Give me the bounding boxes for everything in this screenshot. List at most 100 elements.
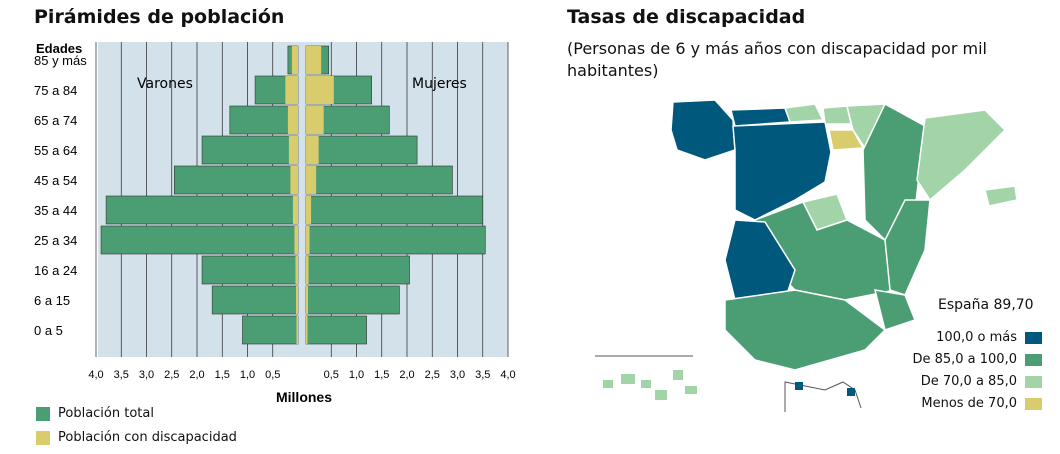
region-pais-vasco — [822, 105, 852, 125]
age-category-label: 65 a 74 — [34, 113, 77, 128]
bar-disc-male — [285, 76, 298, 104]
age-category-label: 55 a 64 — [34, 143, 77, 158]
map-legend-swatch — [1025, 397, 1042, 410]
bar-disc-female — [306, 256, 309, 284]
bar-disc-female — [306, 196, 312, 224]
map-legend-label: Menos de 70,0 — [921, 396, 1017, 411]
x-tick-label: 3,5 — [475, 369, 490, 381]
bar-total-female — [305, 225, 486, 255]
label-varones: Varones — [137, 76, 193, 92]
map-legend-label: De 70,0 a 85,0 — [920, 374, 1017, 389]
region-cataluna — [916, 109, 1007, 202]
x-axis-title: Millones — [276, 389, 332, 404]
age-category-label: 16 a 24 — [34, 263, 77, 278]
bar-disc-female — [306, 316, 308, 344]
age-category-label: 35 a 44 — [34, 203, 77, 218]
spain-choropleth-map — [595, 99, 1018, 412]
bar-total-female — [305, 195, 484, 225]
label-mujeres: Mujeres — [412, 76, 467, 92]
bar-total-male — [100, 225, 299, 255]
bar-disc-female — [306, 46, 322, 74]
bar-disc-male — [290, 166, 298, 194]
region-murcia — [873, 289, 916, 331]
x-tick-label: 3,0 — [450, 369, 465, 381]
x-tick-label: 2,0 — [189, 369, 204, 381]
age-category-label: 85 y más — [34, 53, 87, 68]
x-tick-label: 1,5 — [215, 369, 230, 381]
bar-disc-male — [295, 286, 298, 314]
bar-disc-male — [294, 226, 298, 254]
x-tick-label: 4,0 — [500, 369, 515, 381]
bar-total-male — [201, 255, 299, 285]
bar-total-male — [242, 315, 299, 345]
age-category-label: 6 a 15 — [34, 293, 70, 308]
population-pyramid-chart: 4,0 3,5 3,0 2,5 2,0 1,5 1,0 0,5 0,5 1,0 1,5 2,0 2,5 3… — [34, 41, 516, 404]
map-legend-swatch — [1025, 331, 1042, 344]
age-category-label: 75 a 84 — [34, 83, 77, 98]
map-legend-swatch — [1025, 375, 1042, 388]
bar-disc-female — [306, 286, 309, 314]
x-tick-label: 3,0 — [139, 369, 154, 381]
region-la-rioja — [828, 129, 865, 151]
bar-disc-female — [306, 166, 317, 194]
legend-swatch-total — [36, 406, 50, 421]
bar-total-female — [305, 315, 367, 345]
bar-total-female — [305, 165, 453, 195]
bar-disc-female — [306, 106, 324, 134]
bar-disc-male — [295, 256, 298, 284]
map-legend-swatch — [1025, 353, 1042, 366]
legend-label-disc: Población con discapacidad — [58, 430, 237, 445]
x-tick-label: 4,0 — [88, 369, 103, 381]
bar-total-male — [229, 105, 299, 135]
map-legend-item: 100,0 o más — [936, 330, 1042, 345]
legend-swatch-disc — [36, 430, 50, 445]
region-galicia — [670, 99, 736, 161]
bar-total-male — [105, 195, 299, 225]
ceuta-melilla-frame — [784, 381, 862, 412]
age-category-label: 45 a 54 — [34, 173, 77, 188]
bar-total-female — [305, 285, 400, 315]
region-melilla — [847, 388, 855, 396]
age-category-label: 0 a 5 — [34, 323, 63, 338]
x-tick-label: 2,5 — [164, 369, 179, 381]
region-ceuta — [795, 382, 803, 390]
bar-total-male — [201, 135, 299, 165]
map-subtitle: (Personas de 6 y más años con discapacid… — [567, 39, 987, 80]
bar-disc-female — [306, 136, 319, 164]
bar-disc-male — [287, 106, 298, 134]
map-legend-label: De 85,0 a 100,0 — [912, 352, 1017, 367]
map-legend-item: De 85,0 a 100,0 — [912, 352, 1042, 367]
bar-total-male — [211, 285, 299, 315]
bar-disc-male — [291, 46, 298, 74]
pyramid-title: Pirámides de población — [34, 6, 285, 28]
bar-disc-male — [288, 136, 298, 164]
region-cantabria — [783, 103, 825, 123]
x-tick-label: 2,5 — [425, 369, 440, 381]
age-axis-header: Edades — [36, 41, 82, 56]
region-canarias — [603, 370, 697, 400]
legend-disc: Población con discapacidad — [36, 430, 237, 445]
bar-disc-male — [296, 316, 298, 344]
age-category-label: 25 a 34 — [34, 233, 77, 248]
map-legend-item: Menos de 70,0 — [921, 396, 1042, 411]
x-tick-label: 0,5 — [324, 369, 339, 381]
map-legend-label: 100,0 o más — [936, 330, 1017, 345]
bar-disc-female — [306, 226, 310, 254]
bar-disc-female — [306, 76, 334, 104]
region-andalucia — [724, 289, 887, 371]
bar-total-female — [305, 255, 410, 285]
x-tick-label: 3,5 — [114, 369, 129, 381]
bar-total-female — [305, 135, 418, 165]
x-tick-label: 0,5 — [265, 369, 280, 381]
x-tick-label: 1,0 — [240, 369, 255, 381]
region-baleares — [984, 185, 1018, 207]
bar-disc-male — [292, 196, 298, 224]
legend-total: Población total — [36, 406, 154, 421]
region-castilla-leon — [732, 121, 832, 221]
legend-label-total: Población total — [58, 406, 154, 421]
x-tick-label: 2,0 — [399, 369, 414, 381]
map-legend-item: De 70,0 a 85,0 — [921, 374, 1042, 389]
spain-total: España 89,70 — [938, 297, 1034, 313]
x-tick-label: 1,5 — [374, 369, 389, 381]
x-tick-label: 1,0 — [349, 369, 364, 381]
